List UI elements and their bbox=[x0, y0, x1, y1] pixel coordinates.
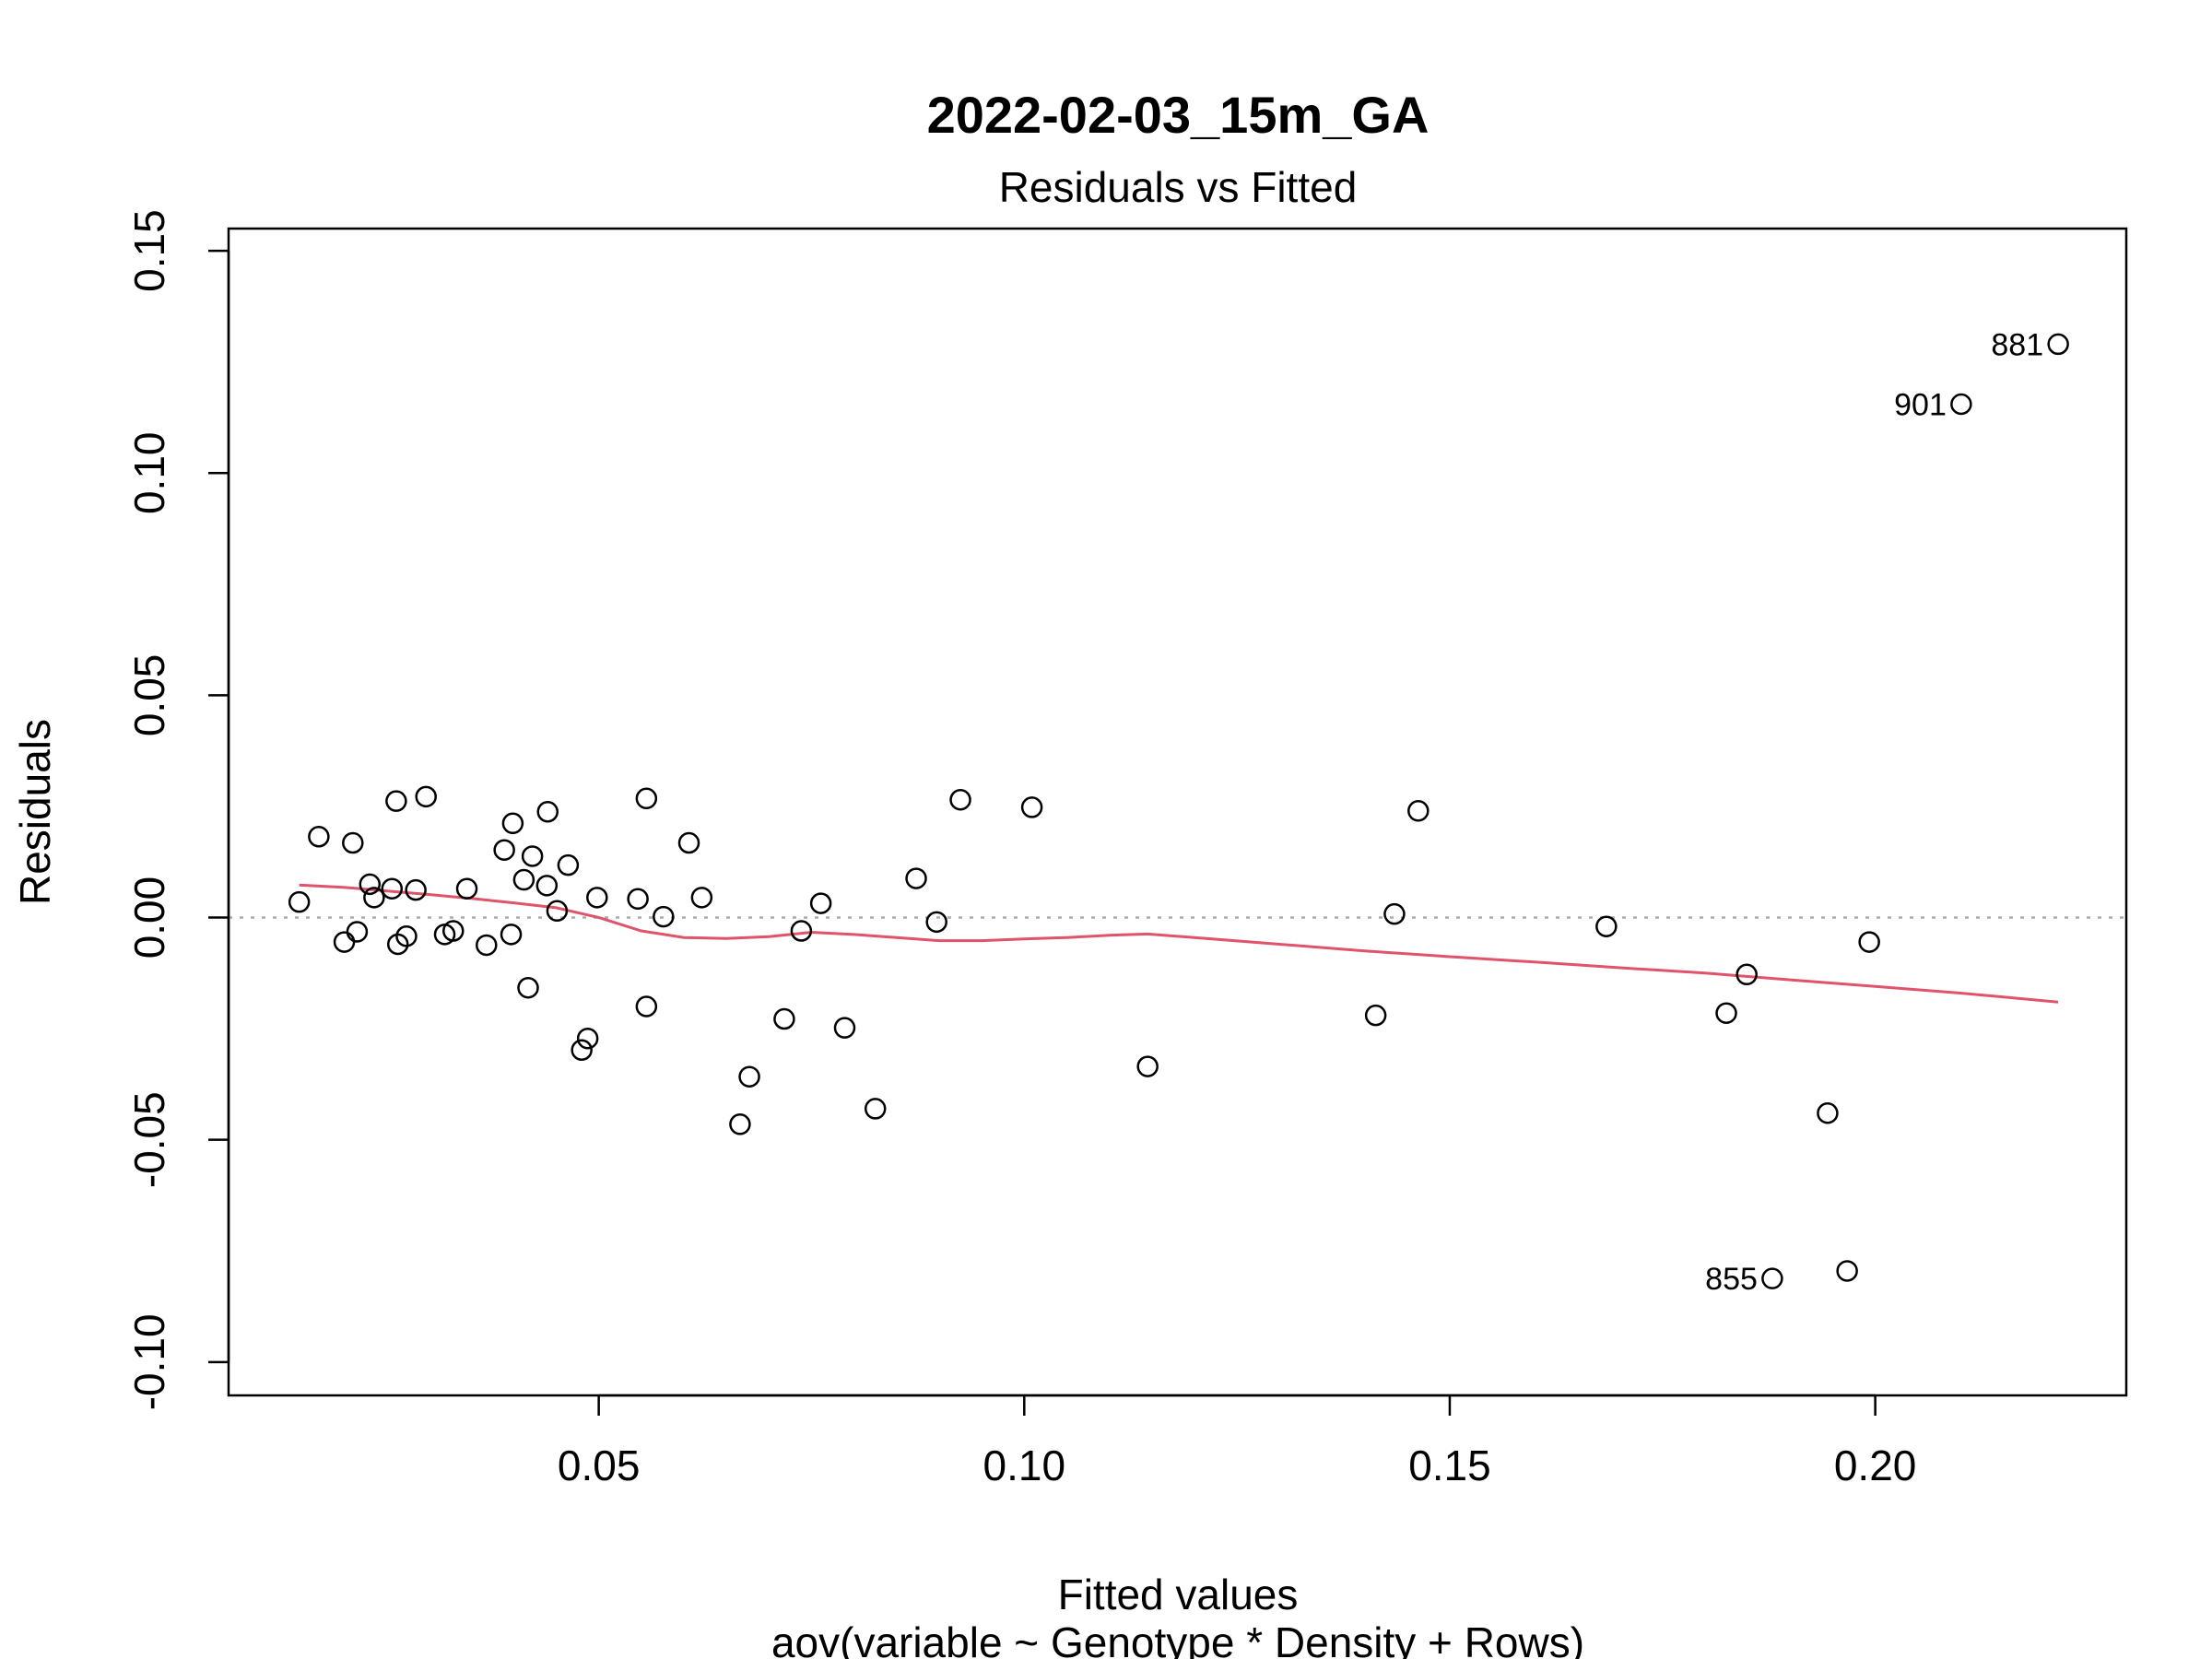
point-label: 901 bbox=[1894, 388, 1947, 423]
data-point bbox=[653, 905, 675, 928]
data-point bbox=[536, 801, 559, 823]
data-point bbox=[833, 1017, 856, 1039]
data-point bbox=[773, 1007, 795, 1030]
data-point bbox=[557, 853, 580, 877]
data-point bbox=[342, 831, 364, 854]
data-point bbox=[738, 1065, 760, 1088]
point-label: 855 bbox=[1705, 1262, 1758, 1297]
data-point bbox=[1136, 1055, 1159, 1077]
x-tick-label: 0.10 bbox=[983, 1441, 1066, 1489]
data-point bbox=[586, 887, 608, 909]
data-point bbox=[1817, 1101, 1839, 1124]
x-axis-label: Fitted values bbox=[1058, 1571, 1299, 1618]
data-point bbox=[1735, 963, 1758, 986]
data-point bbox=[308, 826, 330, 848]
data-point bbox=[635, 787, 658, 810]
data-point bbox=[455, 877, 478, 900]
data-point bbox=[546, 900, 569, 923]
data-point bbox=[729, 1113, 751, 1135]
data-point bbox=[690, 887, 713, 909]
data-point bbox=[949, 788, 971, 811]
data-point bbox=[1383, 902, 1406, 925]
data-point bbox=[385, 790, 407, 812]
y-tick-label: 0.10 bbox=[125, 431, 173, 514]
data-point bbox=[1836, 1260, 1858, 1282]
data-point bbox=[576, 1027, 599, 1050]
data-point bbox=[415, 785, 437, 808]
x-axis: 0.05 0.10 0.15 0.20 bbox=[558, 1394, 1917, 1489]
data-point bbox=[2047, 333, 2069, 356]
data-point bbox=[501, 812, 524, 835]
data-point bbox=[627, 888, 649, 911]
data-point bbox=[1715, 1002, 1737, 1024]
x-tick-label: 0.20 bbox=[1834, 1441, 1917, 1489]
data-point bbox=[395, 925, 418, 947]
data-point bbox=[864, 1098, 887, 1120]
data-point bbox=[493, 839, 515, 861]
data-point bbox=[363, 887, 385, 909]
point-labels: 855 901 881 bbox=[1705, 327, 2043, 1297]
y-axis: -0.10 -0.05 0.00 0.05 0.10 0.15 bbox=[125, 209, 230, 1410]
data-point bbox=[333, 931, 356, 953]
data-point bbox=[442, 920, 465, 942]
data-point bbox=[381, 877, 404, 900]
data-point bbox=[359, 873, 382, 896]
data-point bbox=[809, 892, 832, 914]
data-point bbox=[405, 878, 427, 901]
y-tick-label: -0.10 bbox=[125, 1313, 173, 1410]
data-point bbox=[288, 890, 311, 913]
data-point bbox=[521, 845, 544, 867]
data-point bbox=[1950, 393, 1972, 416]
y-tick-label: 0.05 bbox=[125, 654, 173, 737]
data-point bbox=[1858, 931, 1880, 953]
data-point bbox=[571, 1039, 593, 1062]
data-point bbox=[1020, 796, 1043, 818]
data-points bbox=[288, 333, 2069, 1289]
x-axis-sublabel: aov(variable ~ Genotype * Density + Rows… bbox=[771, 1618, 1584, 1659]
data-point bbox=[476, 934, 498, 957]
data-point bbox=[1595, 915, 1618, 937]
point-label: 881 bbox=[1991, 327, 2043, 362]
smooth-line bbox=[299, 883, 2059, 1004]
data-point bbox=[1364, 1004, 1387, 1027]
data-point bbox=[790, 920, 813, 942]
data-point bbox=[535, 875, 559, 897]
data-point bbox=[677, 831, 700, 854]
data-point bbox=[517, 976, 539, 999]
chart-title: 2022-02-03_15m_GA bbox=[927, 86, 1430, 144]
y-tick-label: -0.05 bbox=[125, 1091, 173, 1188]
chart-subtitle: Residuals vs Fitted bbox=[999, 163, 1358, 211]
data-point bbox=[905, 867, 927, 889]
data-point bbox=[635, 995, 658, 1018]
plot-frame bbox=[227, 227, 2128, 1397]
data-point bbox=[1407, 800, 1430, 822]
data-point bbox=[346, 921, 369, 943]
x-tick-label: 0.05 bbox=[558, 1441, 641, 1489]
x-tick-label: 0.15 bbox=[1408, 1441, 1491, 1489]
y-tick-label: 0.00 bbox=[125, 877, 173, 959]
y-axis-label: Residuals bbox=[11, 719, 59, 905]
data-point bbox=[1761, 1267, 1783, 1289]
data-point bbox=[925, 911, 947, 934]
data-point bbox=[500, 924, 523, 946]
y-tick-label: 0.15 bbox=[125, 209, 173, 292]
data-point bbox=[512, 868, 535, 891]
